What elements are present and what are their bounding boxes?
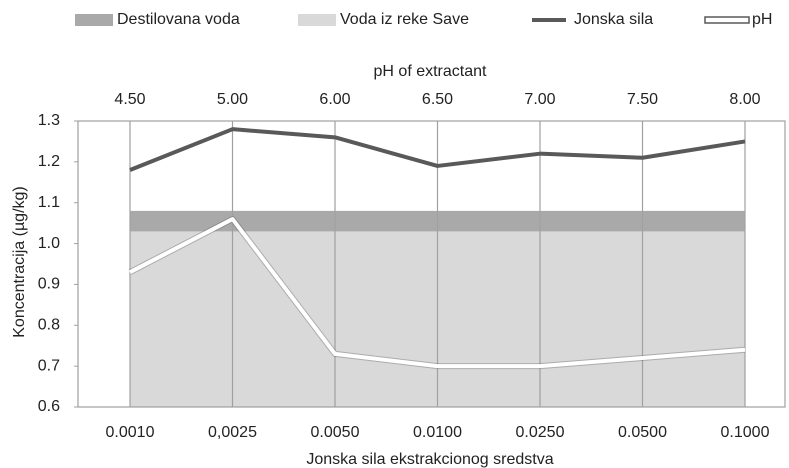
- line: [129, 217, 746, 369]
- y-tick-label: 1.3: [38, 112, 60, 129]
- y-axis-title: Koncentracija (µg/kg): [11, 186, 28, 338]
- line: [129, 127, 746, 172]
- top-tick-label: 6.00: [319, 91, 350, 108]
- top-tick-label: 7.50: [627, 91, 658, 108]
- legend-label: Destilovana voda: [117, 11, 240, 28]
- y-tick-label: 0.9: [38, 276, 60, 293]
- x-tick-label: 0.0100: [413, 424, 462, 441]
- legend-label: Voda iz reke Save: [340, 11, 469, 28]
- top-tick-label: 6.50: [422, 91, 453, 108]
- y-tick-label: 1.0: [38, 235, 60, 252]
- top-axis-title: pH of extractant: [374, 63, 488, 80]
- legend-swatch: [704, 16, 750, 24]
- x-tick-label: 0.1000: [721, 424, 770, 441]
- x-axis-title: Jonska sila ekstrakcionog sredstva: [306, 451, 553, 468]
- x-tick-label: 0.0500: [618, 424, 667, 441]
- legend-label: Jonska sila: [574, 11, 653, 28]
- y-tick-label: 0.7: [38, 357, 60, 374]
- x-tick-label: 0.0250: [516, 424, 565, 441]
- legend-label: pH: [752, 11, 772, 28]
- y-tick-label: 0.8: [38, 317, 60, 334]
- plot-border: [77, 120, 786, 408]
- x-tick-label: 0,0025: [208, 424, 257, 441]
- top-tick-label: 4.50: [114, 91, 145, 108]
- y-tick-label: 1.1: [38, 194, 60, 211]
- top-tick-label: 8.00: [729, 91, 760, 108]
- y-tick-label: 1.2: [38, 153, 60, 170]
- legend-swatch: [298, 14, 336, 26]
- top-tick-label: 5.00: [217, 91, 248, 108]
- legend-swatch: [75, 14, 113, 26]
- x-tick-label: 0.0010: [106, 424, 155, 441]
- top-tick-label: 7.00: [524, 91, 555, 108]
- y-tick-label: 0.6: [38, 398, 60, 415]
- x-tick-label: 0.0050: [311, 424, 360, 441]
